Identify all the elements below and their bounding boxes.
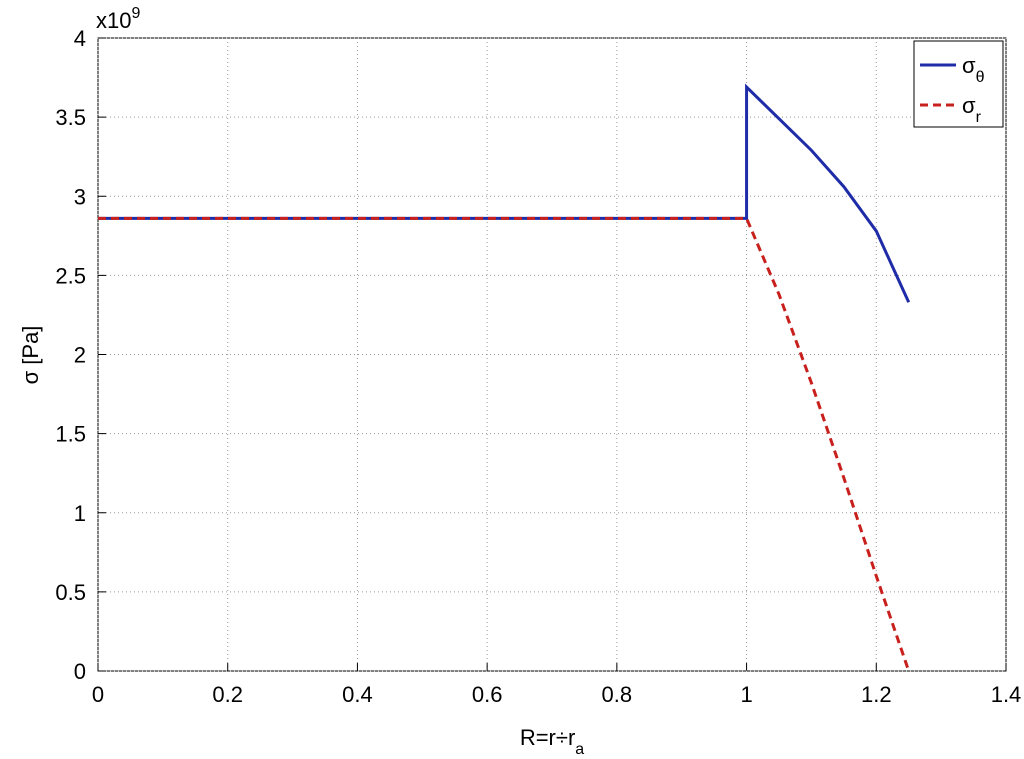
y-multiplier: x109 — [96, 5, 140, 33]
y-tick-label: 2.5 — [55, 263, 86, 288]
y-tick-label: 1.5 — [55, 422, 86, 447]
y-tick-label: 4 — [74, 26, 86, 51]
y-tick-label: 3 — [74, 184, 86, 209]
multiplier-power: 9 — [131, 5, 140, 22]
x-axis-label: R=r÷ra — [520, 725, 584, 758]
x-tick-label: 0.4 — [342, 682, 373, 707]
x-tick-label: 1.4 — [991, 682, 1022, 707]
y-tick-label: 3.5 — [55, 105, 86, 130]
legend-box — [913, 40, 1004, 128]
legend-label: σr — [962, 93, 982, 126]
multiplier-base: x10 — [96, 8, 131, 33]
legend-label: σθ — [962, 53, 985, 86]
x-tick-label: 1 — [740, 682, 752, 707]
series-line — [98, 216, 911, 672]
series-line — [98, 83, 911, 303]
x-tick-label: 0.8 — [602, 682, 633, 707]
x-tick-label: 0 — [92, 682, 104, 707]
y-tick-label: 0.5 — [55, 580, 86, 605]
y-tick-label: 0 — [74, 659, 86, 684]
y-tick-label: 1 — [74, 501, 86, 526]
x-tick-label: 0.2 — [212, 682, 243, 707]
x-tick-label: 0.6 — [472, 682, 503, 707]
y-tick-label: 2 — [74, 343, 86, 368]
y-axis-label: σ [Pa] — [18, 326, 43, 385]
x-tick-label: 1.2 — [861, 682, 892, 707]
